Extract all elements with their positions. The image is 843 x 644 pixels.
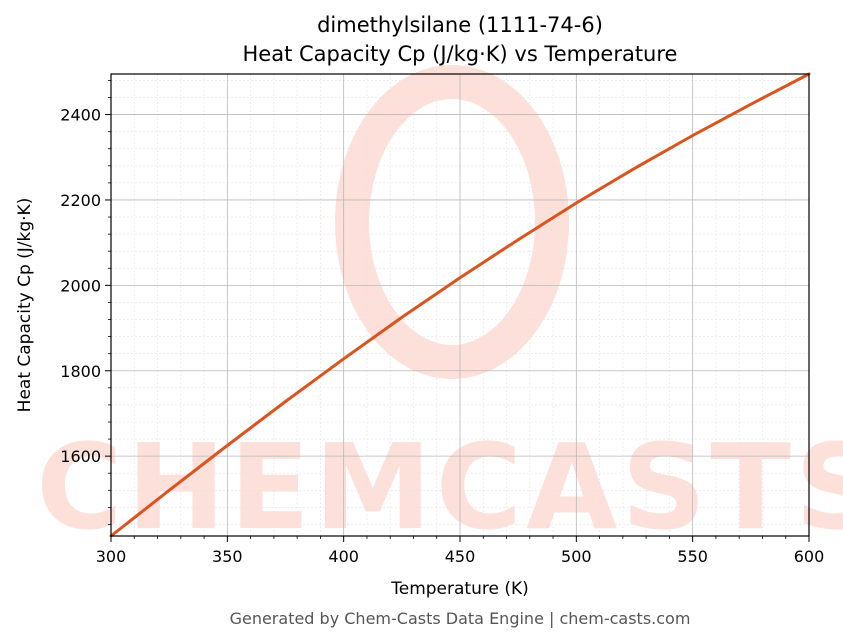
y-tick-label: 2200	[60, 191, 101, 210]
x-tick-label: 350	[212, 547, 243, 566]
y-tick-label: 1600	[60, 447, 101, 466]
x-tick-label: 500	[561, 547, 592, 566]
chart-subtitle: Heat Capacity Cp (J/kg·K) vs Temperature	[243, 42, 678, 66]
x-tick-label: 400	[328, 547, 359, 566]
footer-credit: Generated by Chem-Casts Data Engine | ch…	[230, 609, 691, 628]
y-axis-label: Heat Capacity Cp (J/kg·K)	[15, 198, 35, 413]
ticks-layer: 300 350 400 450 500 550 600 1600 1800 2000 2200 240…	[60, 80, 824, 566]
x-tick-label: 550	[677, 547, 708, 566]
x-tick-label: 450	[445, 547, 476, 566]
x-axis-label: Temperature (K)	[390, 579, 529, 599]
series-layer	[109, 72, 811, 538]
y-tick-label: 1800	[60, 362, 101, 381]
y-tick-label: 2000	[60, 276, 101, 295]
watermark-logo	[335, 65, 569, 379]
watermark-text: CHEMCASTS	[36, 418, 843, 556]
watermark: CHEMCASTS	[36, 65, 843, 556]
x-tick-label: 300	[96, 547, 127, 566]
series-line	[109, 72, 811, 538]
y-tick-label: 2400	[60, 106, 101, 125]
chart-title: dimethylsilane (1111-74-6)	[317, 13, 603, 37]
x-tick-label: 600	[794, 547, 825, 566]
